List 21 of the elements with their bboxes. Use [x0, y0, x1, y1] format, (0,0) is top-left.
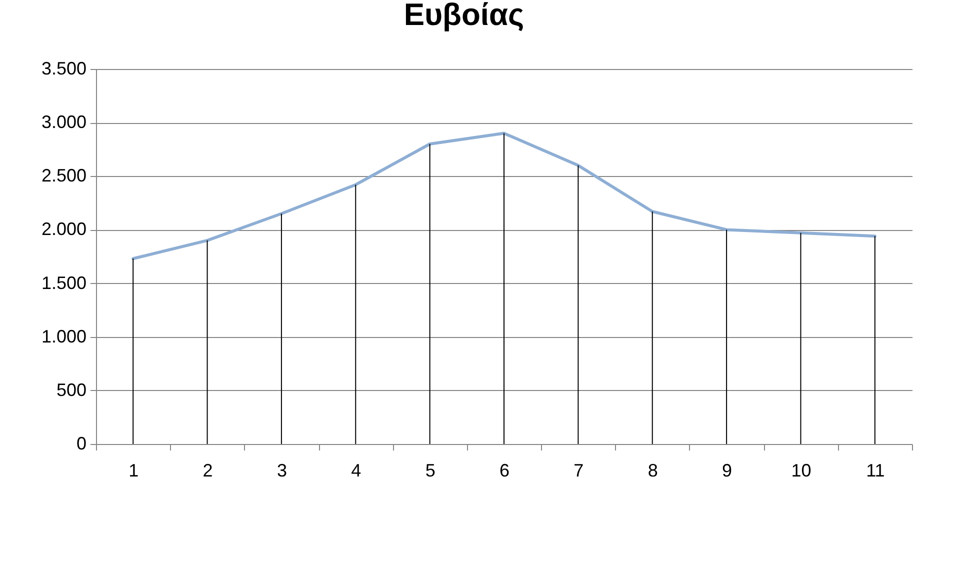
x-tick-label: 6	[499, 460, 510, 480]
y-tick-label: 0	[76, 434, 86, 454]
y-tick-label: 2.500	[41, 166, 86, 186]
x-tick-label: 8	[648, 460, 658, 480]
y-tick-label: 3.500	[41, 58, 86, 78]
y-tick-label: 3.000	[41, 112, 86, 132]
chart-title: Ευβοίας	[404, 0, 524, 32]
line-series	[132, 132, 876, 260]
x-tick-label: 1	[128, 460, 139, 480]
y-tick-label: 1.000	[41, 326, 86, 346]
x-tick-label: 11	[866, 460, 885, 480]
y-tick-label: 2.000	[41, 219, 86, 240]
x-tick-label: 7	[574, 460, 584, 480]
x-tick-label: 2	[202, 460, 213, 480]
x-tick-label: 10	[791, 460, 812, 480]
y-tick-label: 1.500	[41, 272, 86, 293]
x-tick-label: 9	[722, 460, 732, 480]
x-tick-label: 4	[351, 460, 362, 480]
x-tick-label: 5	[425, 460, 436, 480]
y-tick-label: 500	[56, 380, 86, 400]
x-tick-label: 3	[276, 460, 287, 480]
